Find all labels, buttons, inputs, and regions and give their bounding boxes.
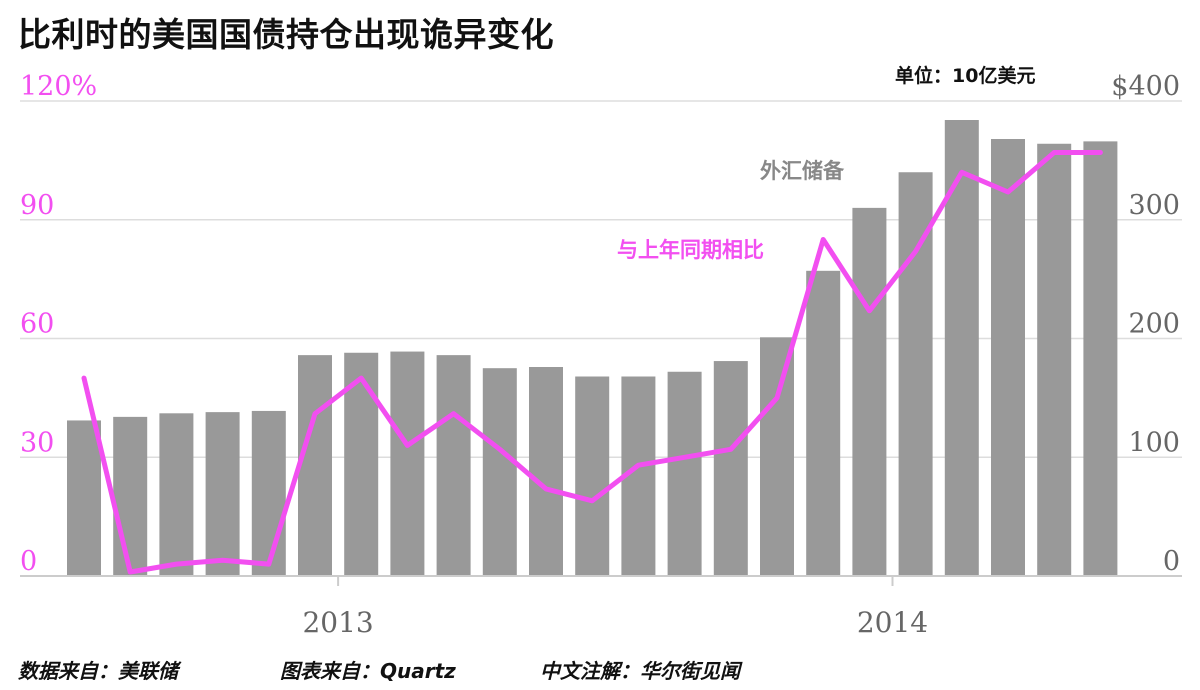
left-axis-ticks: 0 30 60 90 120%	[20, 71, 97, 577]
x-tick-label: 2013	[302, 606, 373, 639]
bar	[159, 413, 194, 576]
bar	[898, 172, 933, 576]
bar	[852, 207, 887, 576]
annotation-note: 中文注解：华尔街见闻	[540, 659, 740, 683]
chart-title: 比利时的美国国债持仓出现诡异变化	[18, 15, 554, 54]
bar	[251, 410, 286, 576]
bar	[482, 368, 517, 576]
bar	[1037, 143, 1072, 576]
bar	[113, 416, 148, 576]
x-axis-ticks: 2013 2014	[302, 576, 928, 639]
bar	[667, 371, 702, 576]
right-axis-tick-label: 200	[1128, 309, 1180, 340]
bar	[67, 420, 101, 576]
bar-series	[67, 120, 1118, 576]
right-axis-tick-label: 0	[1163, 546, 1180, 577]
right-axis-ticks: 0 100 200 300 $400	[1111, 71, 1180, 577]
bar-series-label: 外汇储备	[760, 159, 845, 183]
bar	[575, 376, 610, 576]
bar	[1083, 141, 1118, 576]
left-axis-tick-label: 90	[20, 190, 54, 221]
left-axis-tick-label: 60	[20, 309, 54, 340]
bar	[529, 367, 563, 576]
data-source-note: 数据来自：美联储	[18, 659, 178, 683]
x-tick-label: 2014	[857, 606, 928, 639]
left-axis-tick-label: 0	[20, 546, 37, 577]
bar	[806, 270, 841, 576]
bar	[713, 361, 748, 576]
bar	[991, 139, 1025, 576]
chart-source-note: 图表来自：Quartz	[280, 659, 456, 683]
right-axis-tick-label: 100	[1128, 427, 1180, 458]
bar	[436, 355, 471, 576]
line-series	[81, 150, 1103, 575]
bar	[298, 355, 332, 576]
unit-label: 单位：10亿美元	[895, 64, 1035, 87]
bar	[760, 337, 794, 576]
right-axis-tick-label: $400	[1111, 71, 1180, 102]
left-axis-tick-label: 120%	[20, 71, 97, 102]
bar	[390, 351, 425, 576]
left-axis-tick-label: 30	[20, 427, 54, 458]
right-axis-tick-label: 300	[1128, 190, 1180, 221]
bar	[205, 412, 240, 576]
line-series-label: 与上年同期相比	[617, 238, 764, 262]
